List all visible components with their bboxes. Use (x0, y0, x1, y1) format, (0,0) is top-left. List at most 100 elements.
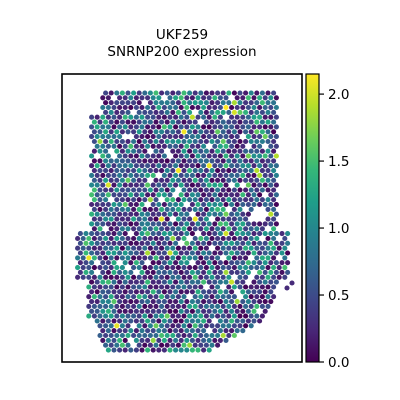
expression-spot (206, 250, 212, 256)
expression-spot (212, 201, 218, 208)
expression-spot (226, 109, 232, 115)
expression-spot (108, 265, 114, 271)
expression-spot (215, 342, 221, 348)
expression-spot (119, 226, 125, 232)
expression-spot (125, 90, 131, 96)
expression-spot (248, 265, 254, 271)
expression-spot (265, 168, 271, 174)
expression-spot (100, 163, 106, 169)
expression-spot (175, 265, 181, 271)
expression-spot (125, 323, 131, 329)
expression-spot (209, 119, 215, 125)
expression-spot (122, 308, 128, 314)
expression-spot (245, 221, 251, 227)
expression-spot (97, 168, 103, 174)
expression-spot (248, 187, 254, 193)
expression-spot (234, 250, 240, 256)
expression-spot (122, 192, 128, 198)
expression-spot (201, 104, 207, 111)
expression-spot (192, 313, 198, 319)
expression-spot (105, 308, 111, 314)
expression-spot (167, 201, 173, 208)
expression-spot (209, 265, 215, 271)
expression-spot (119, 206, 125, 212)
expression-spot (136, 100, 142, 106)
expression-spot (75, 235, 81, 242)
expression-spot (125, 245, 131, 251)
expression-spot (142, 342, 148, 348)
expression-spot (159, 284, 165, 290)
expression-spot (142, 177, 148, 183)
expression-spot (234, 279, 240, 285)
expression-spot (103, 216, 109, 222)
expression-spot (220, 129, 226, 135)
expression-spot (114, 187, 120, 193)
expression-spot (114, 90, 120, 96)
expression-spot (265, 265, 271, 271)
expression-spot (147, 216, 153, 222)
expression-spot (271, 265, 277, 271)
expression-spot (192, 100, 198, 106)
expression-spot (257, 104, 263, 111)
expression-spot (103, 129, 109, 135)
expression-spot (237, 109, 243, 115)
expression-spot (203, 342, 209, 348)
expression-spot (220, 119, 226, 125)
expression-spot (184, 134, 190, 140)
spot-layer (75, 90, 295, 353)
expression-spot (226, 235, 232, 242)
expression-spot (189, 221, 195, 227)
expression-spot (173, 143, 179, 149)
expression-spot (240, 240, 246, 246)
expression-spot (234, 201, 240, 208)
expression-spot (220, 323, 226, 329)
expression-spot (133, 299, 139, 305)
expression-spot (139, 279, 145, 285)
expression-spot (170, 332, 176, 339)
expression-spot (167, 260, 173, 266)
expression-spot (91, 206, 97, 212)
expression-spot (103, 245, 109, 251)
expression-spot (229, 250, 235, 256)
expression-spot (271, 294, 277, 300)
expression-spot (234, 163, 240, 169)
expression-spot (220, 265, 226, 271)
expression-spot (119, 265, 125, 271)
expression-spot (257, 231, 263, 237)
expression-spot (198, 216, 204, 222)
expression-spot (100, 104, 106, 111)
expression-spot (201, 114, 207, 120)
expression-spot (231, 100, 237, 106)
expression-spot (119, 216, 125, 222)
expression-spot (209, 323, 215, 329)
expression-spot (181, 245, 187, 251)
expression-spot (139, 328, 145, 334)
expression-spot (262, 231, 268, 237)
expression-spot (103, 187, 109, 193)
expression-spot (265, 90, 271, 96)
expression-spot (100, 318, 106, 324)
expression-spot (226, 177, 232, 183)
expression-spot (189, 182, 195, 188)
expression-spot (86, 235, 92, 242)
expression-spot (273, 279, 279, 285)
expression-spot (147, 342, 153, 348)
expression-spot (209, 90, 215, 96)
expression-spot (187, 226, 193, 232)
expression-spot (170, 158, 176, 164)
expression-spot (164, 129, 170, 135)
expression-spot (111, 260, 117, 266)
expression-spot (108, 226, 114, 232)
expression-spot (195, 211, 201, 217)
expression-spot (100, 172, 106, 178)
expression-spot (94, 289, 100, 295)
expression-spot (131, 313, 137, 319)
expression-spot (108, 245, 114, 251)
expression-spot (271, 274, 277, 280)
expression-spot (145, 240, 151, 246)
expression-spot (167, 114, 173, 120)
expression-spot (153, 323, 159, 329)
expression-spot (103, 294, 109, 300)
expression-spot (153, 197, 159, 203)
expression-spot (237, 313, 243, 319)
